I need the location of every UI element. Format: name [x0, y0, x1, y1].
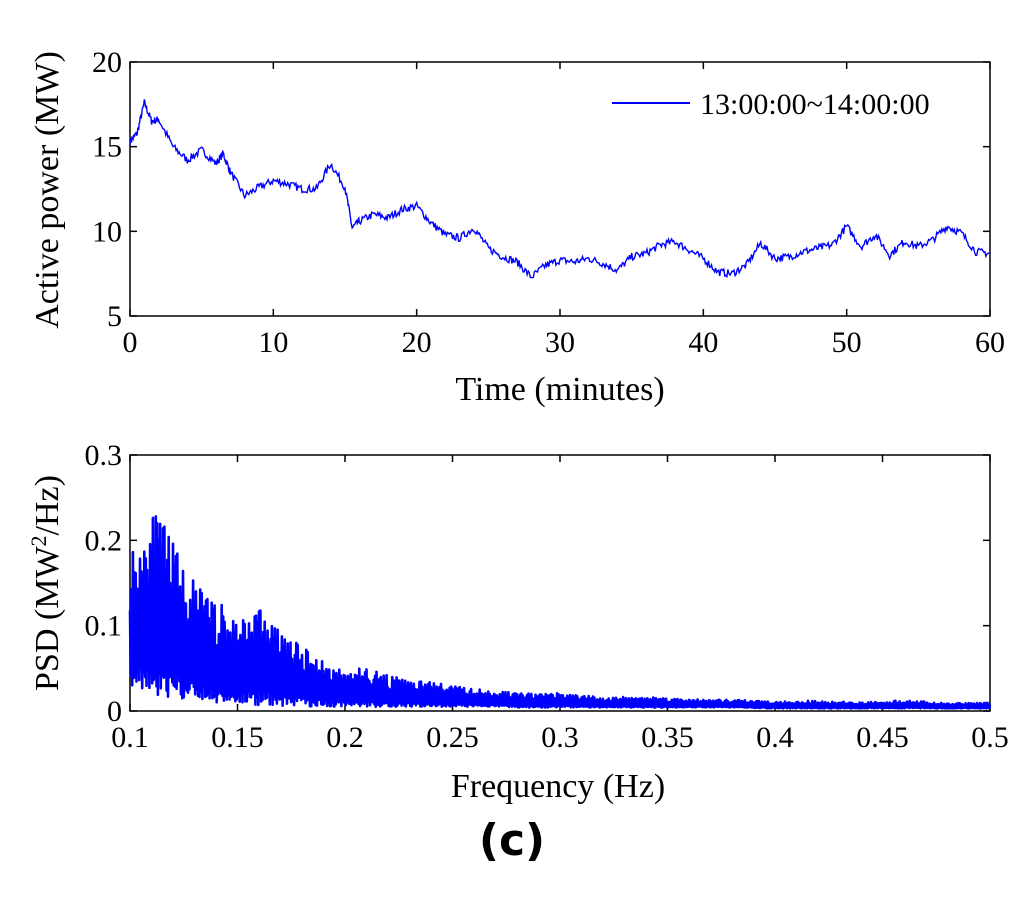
- y-tick-label: 15: [92, 131, 122, 164]
- x-axis-label: Time (minutes): [455, 371, 664, 408]
- series-group: [128, 515, 992, 710]
- x-tick-label: 0.2: [326, 721, 364, 754]
- x-tick-label: 60: [975, 326, 1005, 359]
- x-tick-label: 0.3: [541, 721, 579, 754]
- y-tick-label: 5: [107, 300, 122, 333]
- series-group: [129, 99, 991, 279]
- y-axis-label: Active power (MW): [29, 51, 66, 329]
- x-tick-label: 0.1: [111, 721, 149, 754]
- psd-frequency-chart: 0.1 0.15 0.2 0.25 0.3 0.35 0.4 0.45 0.5 00.10.20…: [26, 439, 1009, 805]
- x-ticks: 0 10 20 30 40 50 60: [123, 62, 1005, 359]
- y-tick-label: 20: [92, 46, 122, 79]
- x-tick-label: 0.25: [426, 721, 479, 754]
- x-tick-label: 30: [545, 326, 575, 359]
- y-ticks: 5 10 15 20: [92, 46, 990, 333]
- y-tick-label: 10: [92, 215, 122, 248]
- x-tick-label: 20: [402, 326, 432, 359]
- legend: 13:00:00~14:00:00: [612, 88, 930, 121]
- series-line: [129, 99, 991, 279]
- x-tick-label: 50: [832, 326, 862, 359]
- x-axis-label: Frequency (Hz): [451, 768, 665, 805]
- x-tick-label: 0.15: [211, 721, 264, 754]
- y-tick-label: 0.1: [85, 610, 123, 643]
- y-axis-label-superscript: 2: [26, 535, 51, 546]
- legend-entry: 13:00:00~14:00:00: [700, 88, 930, 121]
- series-line: [128, 515, 992, 710]
- x-tick-label: 40: [688, 326, 718, 359]
- x-tick-label: 0.5: [971, 721, 1009, 754]
- x-tick-label: 10: [258, 326, 288, 359]
- y-axis-label-main: PSD (MW: [29, 546, 66, 691]
- y-axis-label: PSD (MW2/Hz): [26, 475, 66, 691]
- y-axis-label-tail: /Hz): [29, 475, 66, 535]
- x-tick-label: 0.35: [641, 721, 694, 754]
- x-ticks: 0.1 0.15 0.2 0.25 0.3 0.35 0.4 0.45 0.5: [111, 455, 1009, 754]
- x-tick-label: 0.4: [756, 721, 794, 754]
- y-tick-label: 0: [107, 695, 122, 728]
- x-tick-label: 0: [123, 326, 138, 359]
- x-tick-label: 0.45: [856, 721, 909, 754]
- panel-label: (c): [478, 815, 546, 866]
- y-tick-label: 0.2: [85, 524, 123, 557]
- y-ticks: 0 0.1 0.2 0.3: [85, 439, 990, 728]
- y-tick-label: 0.3: [85, 439, 123, 472]
